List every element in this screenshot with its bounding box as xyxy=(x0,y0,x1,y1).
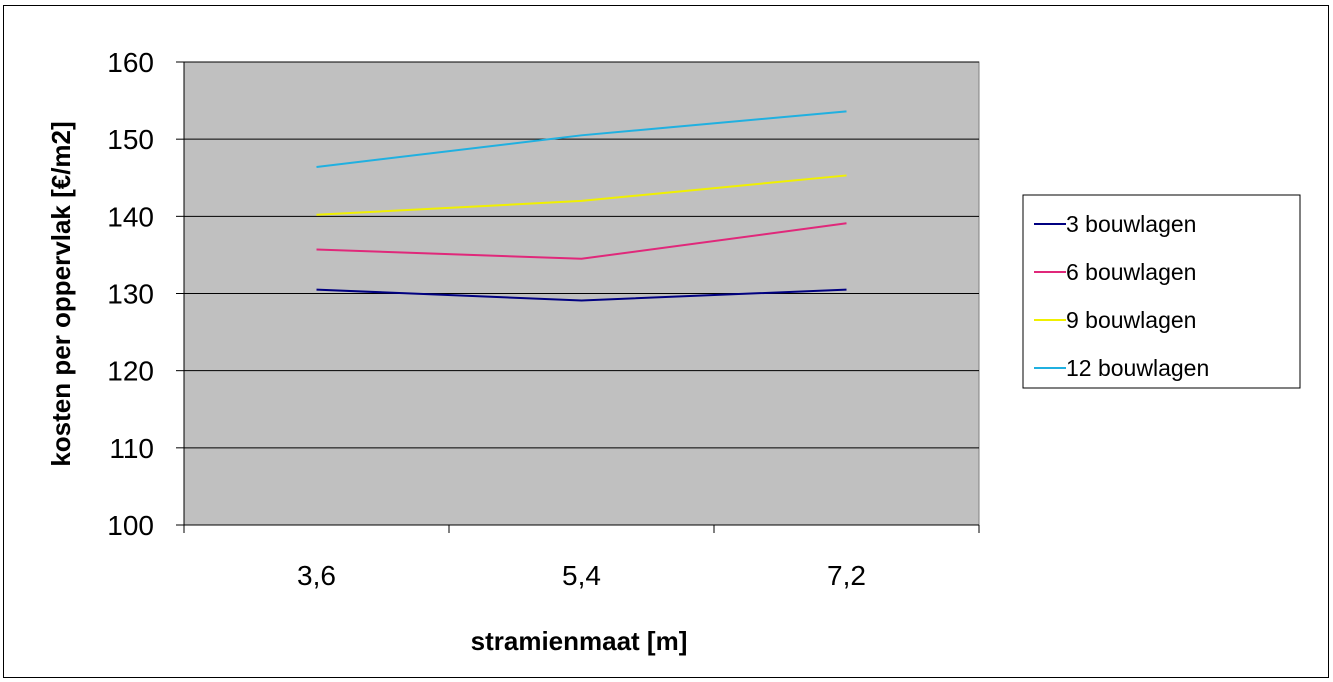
y-tick-label: 140 xyxy=(107,201,154,232)
y-axis-title: kosten per oppervlak [€/m2] xyxy=(46,121,76,466)
legend-label: 12 bouwlagen xyxy=(1066,355,1209,381)
series-line-3 xyxy=(316,174,847,216)
series-line-4 xyxy=(316,110,847,168)
x-tick-label: 3,6 xyxy=(297,560,336,591)
legend-label: 3 bouwlagen xyxy=(1066,211,1196,237)
x-tick-label: 7,2 xyxy=(827,560,866,591)
y-tick-label: 160 xyxy=(107,47,154,78)
y-tick-label: 150 xyxy=(107,124,154,155)
axes xyxy=(176,61,980,533)
y-tick-label: 100 xyxy=(107,510,154,541)
y-tick-label: 120 xyxy=(107,356,154,387)
series-line-1 xyxy=(316,288,847,302)
series-line-2 xyxy=(316,222,847,260)
legend-label: 9 bouwlagen xyxy=(1066,307,1196,333)
legend-label: 6 bouwlagen xyxy=(1066,259,1196,285)
legend: 3 bouwlagen 6 bouwlagen 9 bouwlagen 12 bouw… xyxy=(1022,194,1301,389)
legend-box xyxy=(1022,194,1301,389)
gridlines xyxy=(184,61,979,449)
x-tick-labels: 3,6 5,4 7,2 xyxy=(297,560,866,591)
y-tick-label: 130 xyxy=(107,279,154,310)
y-tick-labels: 100 110 120 130 140 150 160 xyxy=(107,47,154,541)
y-tick-label: 110 xyxy=(109,433,154,464)
x-tick-label: 5,4 xyxy=(562,560,601,591)
series-lines xyxy=(316,110,847,302)
x-axis-title: stramienmaat [m] xyxy=(471,626,688,656)
